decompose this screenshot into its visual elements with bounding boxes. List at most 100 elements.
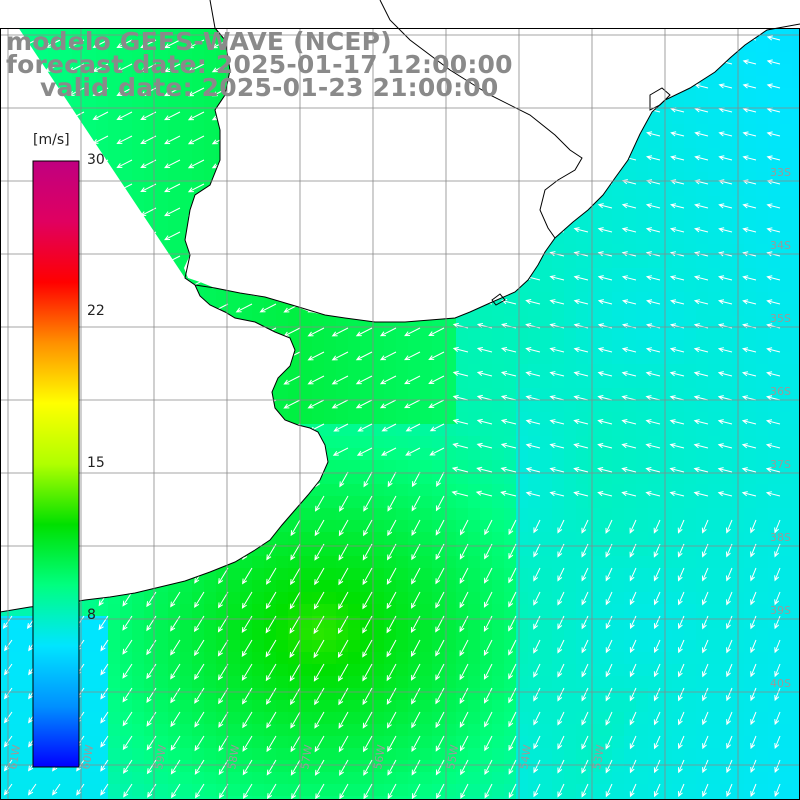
wind-speed-cell (84, 52, 96, 64)
wind-speed-cell (744, 568, 756, 580)
wind-speed-cell (420, 496, 432, 508)
wind-speed-cell (372, 460, 384, 472)
wind-speed-cell (60, 40, 72, 52)
wind-speed-cell (168, 676, 180, 688)
wind-speed-cell (540, 664, 552, 676)
wind-speed-cell (48, 772, 60, 784)
wind-speed-cell (384, 736, 396, 748)
wind-arrow (405, 447, 421, 456)
wind-speed-cell (780, 328, 792, 340)
wind-speed-cell (336, 448, 348, 460)
wind-arrow (742, 227, 757, 233)
wind-speed-cell (480, 388, 492, 400)
wind-speed-cell (672, 652, 684, 664)
wind-speed-cell (468, 772, 480, 784)
wind-speed-cell (540, 556, 552, 568)
wind-arrow (307, 327, 325, 337)
wind-speed-cell (636, 736, 648, 748)
wind-speed-cell (492, 436, 504, 448)
wind-speed-cell (660, 172, 672, 184)
wind-arrow (187, 63, 205, 73)
wind-speed-cell (276, 544, 288, 556)
wind-speed-cell (180, 688, 192, 700)
wind-speed-cell (384, 484, 396, 496)
wind-speed-cell (432, 520, 444, 532)
wind-speed-cell (780, 460, 792, 472)
wind-speed-cell (180, 640, 192, 652)
wind-arrow (187, 159, 205, 169)
wind-speed-cell (432, 424, 444, 436)
wind-speed-cell (624, 496, 636, 508)
wind-speed-cell (672, 412, 684, 424)
wind-speed-cell (552, 604, 564, 616)
wind-speed-cell (480, 760, 492, 772)
wind-speed-cell (576, 736, 588, 748)
wind-speed-cell (540, 736, 552, 748)
wind-speed-cell (756, 520, 768, 532)
wind-speed-cell (696, 340, 708, 352)
wind-speed-cell (576, 232, 588, 244)
wind-speed-cell (384, 412, 396, 424)
wind-speed-cell (648, 508, 660, 520)
wind-speed-cell (384, 784, 396, 796)
wind-speed-cell (744, 604, 756, 616)
wind-speed-cell (132, 28, 144, 40)
wind-speed-cell (708, 628, 720, 640)
wind-speed-cell (624, 796, 636, 800)
wind-speed-cell (192, 772, 204, 784)
wind-speed-cell (420, 556, 432, 568)
wind-speed-cell (480, 436, 492, 448)
wind-speed-cell (12, 640, 24, 652)
wind-speed-cell (120, 124, 132, 136)
wind-speed-cell (636, 592, 648, 604)
wind-speed-cell (696, 112, 708, 124)
wind-arrow (259, 303, 277, 313)
wind-speed-cell (348, 748, 360, 760)
wind-speed-cell (108, 40, 120, 52)
wind-speed-cell (144, 88, 156, 100)
wind-speed-cell (372, 340, 384, 352)
wind-speed-cell (780, 112, 792, 124)
wind-speed-cell (768, 664, 780, 676)
wind-speed-cell (324, 568, 336, 580)
wind-speed-cell (672, 472, 684, 484)
wind-speed-cell (636, 328, 648, 340)
wind-speed-cell (636, 724, 648, 736)
wind-speed-cell (696, 568, 708, 580)
wind-speed-cell (348, 436, 360, 448)
wind-speed-cell (12, 760, 24, 772)
wind-speed-cell (600, 496, 612, 508)
wind-speed-cell (24, 796, 36, 800)
wind-speed-cell (336, 736, 348, 748)
wind-arrow (187, 135, 205, 145)
wind-speed-cell (300, 388, 312, 400)
wind-speed-cell (396, 628, 408, 640)
wind-speed-cell (720, 304, 732, 316)
wind-speed-cell (0, 652, 12, 664)
wind-speed-cell (720, 400, 732, 412)
wind-speed-cell (156, 772, 168, 784)
wind-speed-cell (684, 220, 696, 232)
wind-speed-cell (300, 676, 312, 688)
wind-arrow (621, 467, 637, 473)
wind-arrow (500, 418, 517, 425)
wind-arrow (283, 375, 301, 385)
wind-speed-cell (720, 796, 732, 800)
wind-speed-cell (780, 628, 792, 640)
wind-speed-cell (696, 328, 708, 340)
wind-speed-cell (144, 772, 156, 784)
wind-speed-cell (420, 424, 432, 436)
wind-speed-cell (768, 148, 780, 160)
wind-speed-cell (648, 112, 660, 124)
wind-speed-cell (324, 736, 336, 748)
wind-speed-cell (708, 316, 720, 328)
wind-speed-cell (204, 76, 216, 88)
wind-speed-cell (156, 76, 168, 88)
wind-speed-cell (372, 628, 384, 640)
wind-speed-cell (528, 532, 540, 544)
wind-arrow (718, 203, 733, 209)
wind-speed-cell (432, 472, 444, 484)
wind-speed-cell (792, 472, 800, 484)
wind-speed-cell (396, 544, 408, 556)
wind-speed-cell (564, 460, 576, 472)
